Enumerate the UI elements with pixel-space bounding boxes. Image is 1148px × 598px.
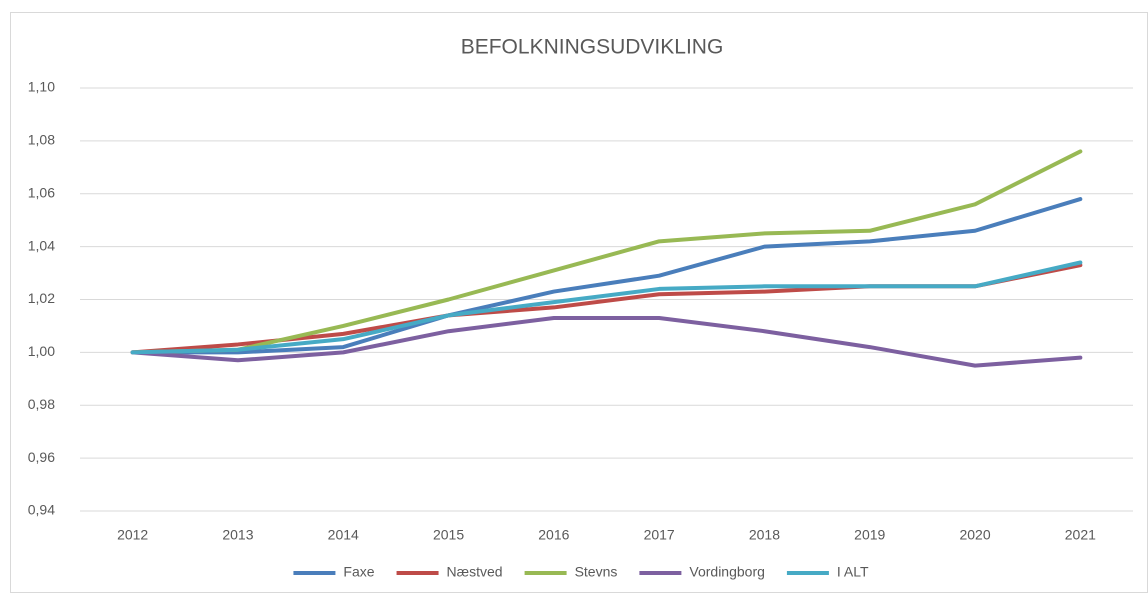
- x-tick-label: 2020: [959, 527, 990, 543]
- y-tick-label: 1,08: [28, 132, 55, 148]
- series-line: [130, 149, 1083, 355]
- y-tick-label: 0,96: [28, 449, 55, 465]
- x-tick-label: 2017: [644, 527, 675, 543]
- x-tick-label: 2021: [1065, 527, 1096, 543]
- series-line: [130, 316, 1083, 368]
- y-tick-label: 1,04: [28, 237, 55, 253]
- y-tick-label: 1,00: [28, 343, 55, 359]
- y-tick-label: 0,94: [28, 502, 55, 518]
- series-line: [130, 197, 1083, 355]
- x-tick-label: 2018: [749, 527, 780, 543]
- legend-label: Vordingborg: [689, 564, 765, 580]
- x-tick-label: 2014: [328, 527, 359, 543]
- x-tick-label: 2019: [854, 527, 885, 543]
- y-tick-label: 0,98: [28, 396, 55, 412]
- legend-label: Stevns: [575, 564, 618, 580]
- x-tick-label: 2015: [433, 527, 464, 543]
- series-line: [130, 260, 1083, 355]
- y-tick-label: 1,10: [28, 79, 55, 95]
- legend-label: Faxe: [343, 564, 374, 580]
- x-tick-label: 2013: [222, 527, 253, 543]
- x-tick-label: 2016: [538, 527, 569, 543]
- x-tick-label: 2012: [117, 527, 148, 543]
- y-tick-label: 1,02: [28, 290, 55, 306]
- legend-label: I ALT: [837, 564, 869, 580]
- chart-title: BEFOLKNINGSUDVIKLING: [461, 36, 724, 59]
- legend-label: Næstved: [447, 564, 503, 580]
- y-tick-label: 1,06: [28, 184, 55, 200]
